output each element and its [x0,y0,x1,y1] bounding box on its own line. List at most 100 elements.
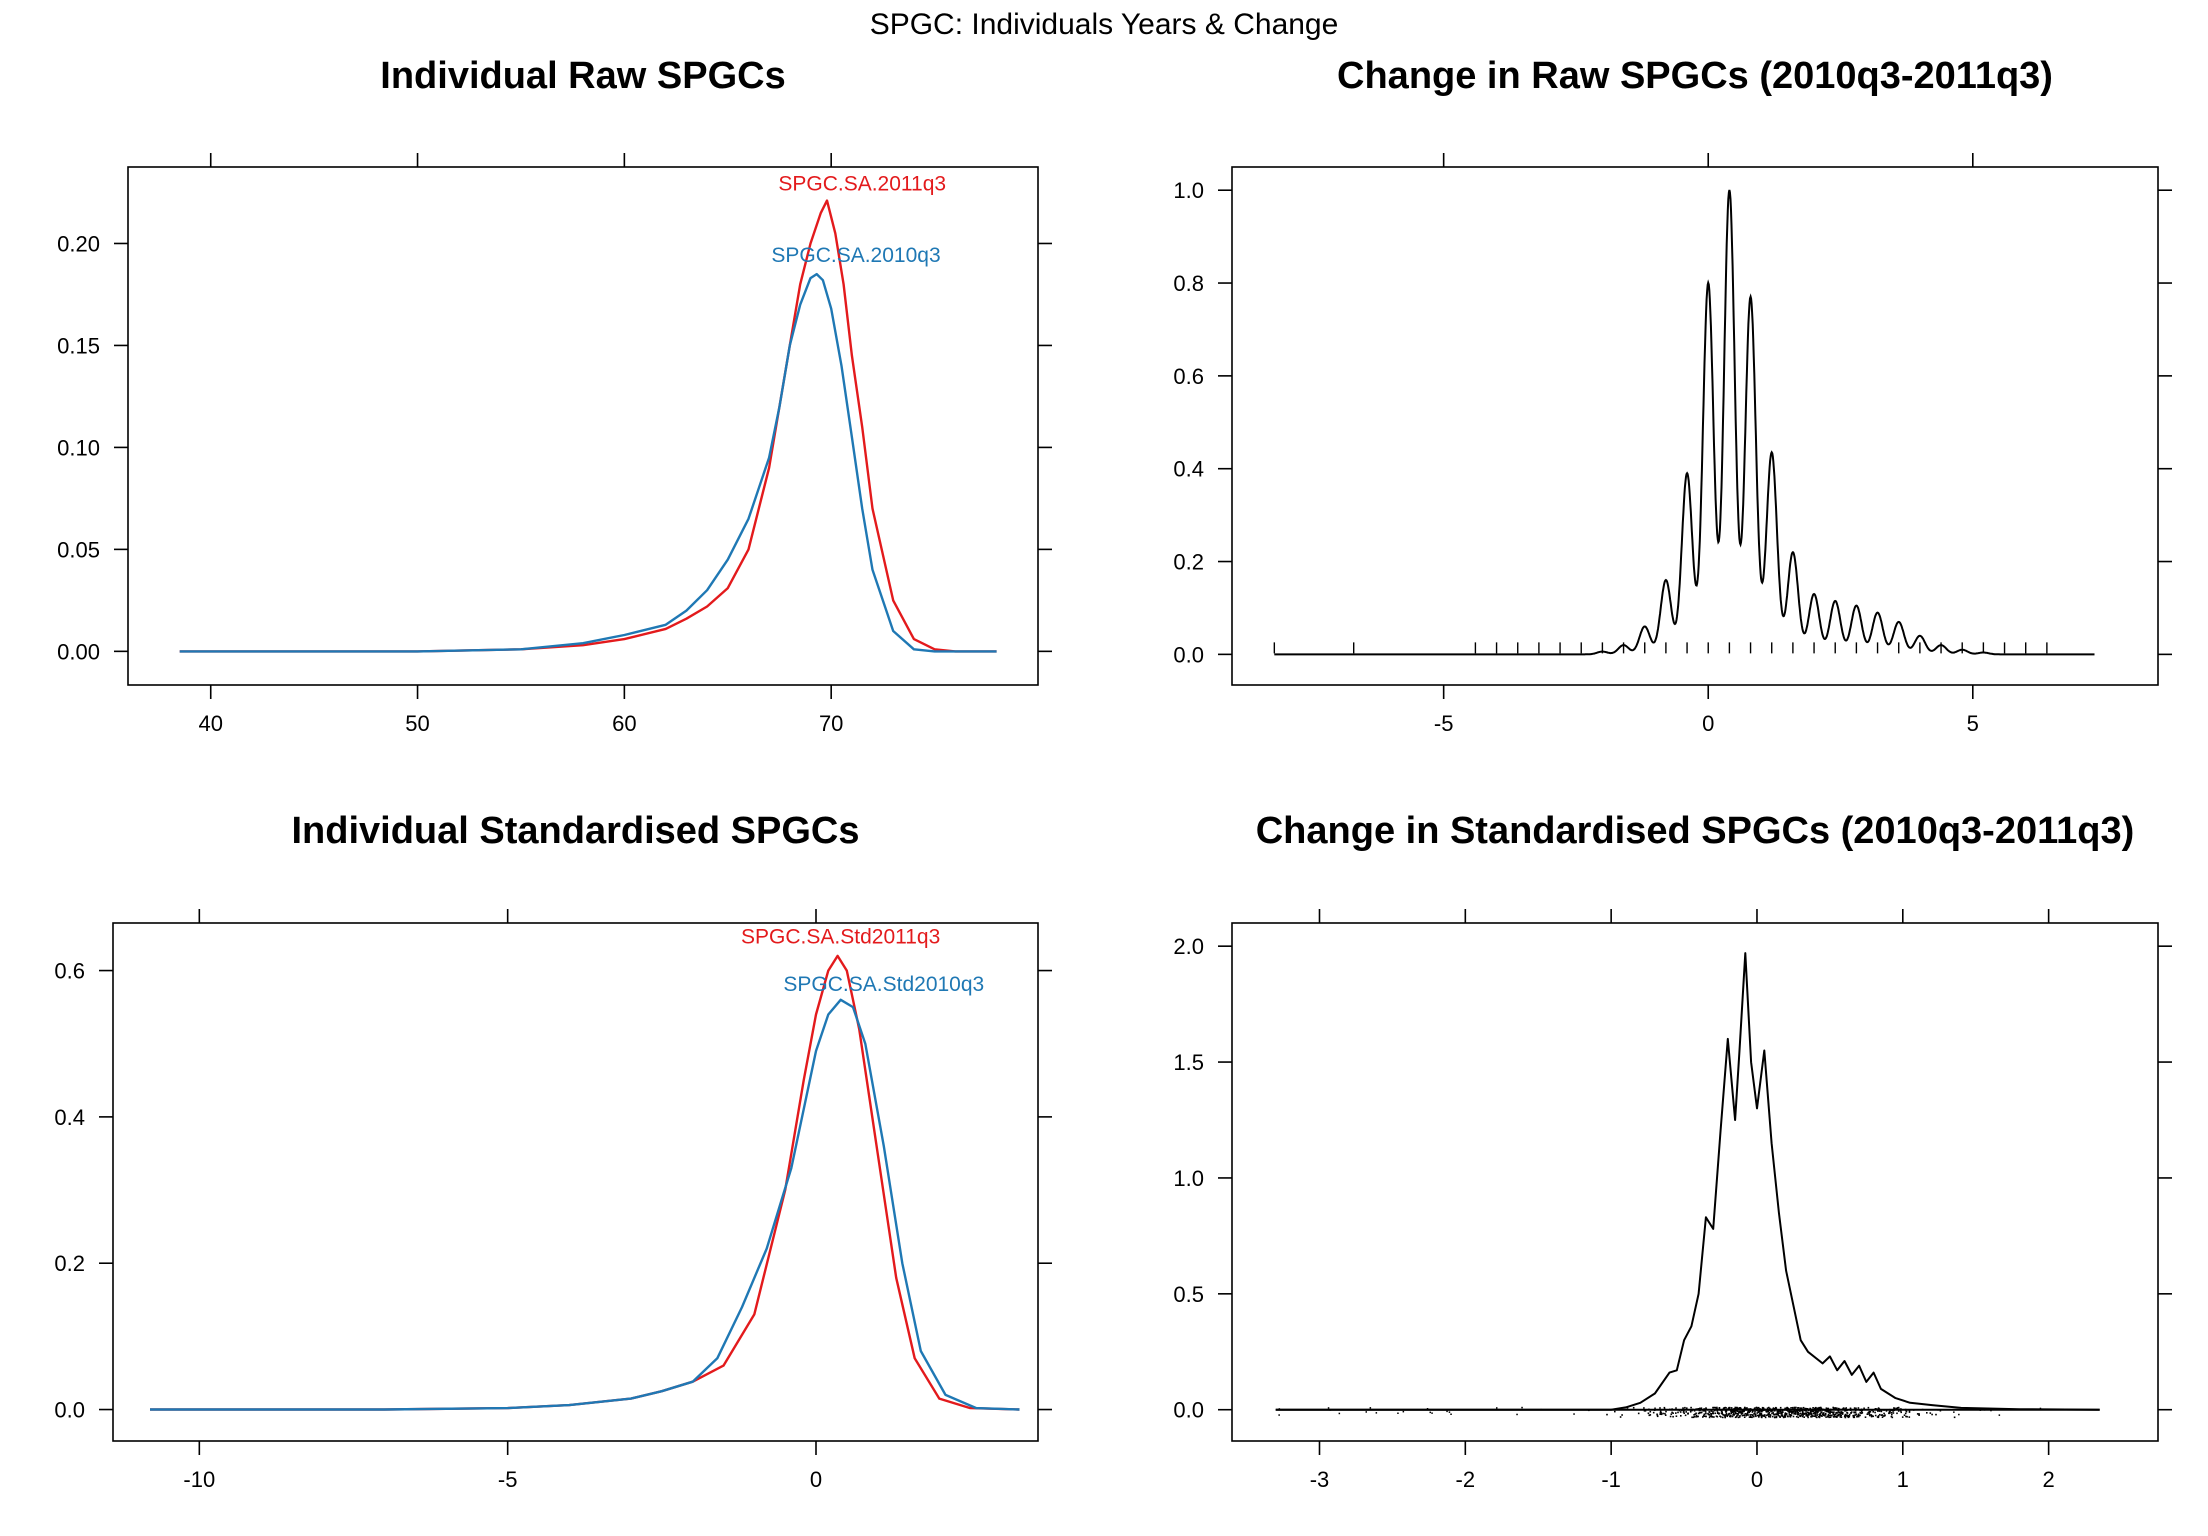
rug-point [1777,1410,1780,1413]
rug-point [1724,1410,1727,1412]
rug-point [1792,1411,1795,1413]
rug-point [1900,1408,1902,1410]
x-tick-label: 60 [612,711,636,736]
rug-point [1784,1416,1787,1418]
rug-point [1619,1408,1622,1410]
rug-point [1899,1409,1902,1412]
rug-point [1743,1409,1745,1411]
x-tick-label: 0 [1751,1467,1763,1492]
rug-point [1882,1415,1885,1417]
rug-point [1860,1408,1863,1411]
rug-point [1803,1416,1805,1418]
rug-point [1843,1415,1846,1418]
rug-point [1762,1414,1764,1417]
series-label: SPGC.SA.2011q3 [778,172,946,195]
rug-point [1626,1407,1629,1409]
rug-point [1734,1411,1737,1414]
rug-point [1720,1412,1723,1415]
rug-point [1755,1409,1758,1411]
rug-point [1757,1411,1760,1414]
rug-point [1736,1409,1738,1412]
rug-point [1896,1412,1898,1415]
rug-point [1735,1416,1738,1418]
rug-point [1935,1413,1937,1416]
rug-point [1742,1414,1745,1417]
rug-point [1847,1415,1849,1418]
rug-point [1829,1408,1832,1411]
panel-title: Individual Standardised SPGCs [291,810,859,852]
rug-point [1779,1410,1782,1412]
rug-point [1828,1410,1830,1412]
rug-point [1939,1409,1942,1412]
rug-point [1397,1412,1399,1414]
rug-point [1852,1415,1854,1417]
rug-point [1808,1414,1810,1416]
rug-point [1795,1406,1797,1409]
rug-point [1738,1410,1741,1413]
y-tick-label: 0.6 [54,959,85,984]
rug-point [1765,1411,1768,1413]
rug-point [1787,1415,1789,1418]
rug-point [1710,1410,1713,1412]
rug-point [1720,1410,1723,1413]
rug-point [1694,1413,1696,1415]
rug-point [1819,1412,1822,1414]
rug-point [1881,1416,1884,1418]
series-label: SPGC.SA.Std2010q3 [783,973,984,996]
rug-point [1864,1416,1867,1418]
rug-point [1699,1409,1701,1411]
rug-point [1828,1414,1831,1417]
rug-point [1712,1411,1714,1413]
rug-point [1369,1407,1372,1409]
rug-point [1450,1413,1452,1415]
rug-point [1675,1412,1677,1414]
rug-point [1741,1414,1744,1417]
rug-point [1448,1411,1451,1413]
y-tick-label: 0.20 [57,231,100,256]
rug-point [1796,1410,1798,1413]
rug-point [1855,1407,1857,1410]
rug-point [1727,1413,1730,1415]
y-tick-label: 0.00 [57,639,100,664]
rug-point [1819,1414,1821,1417]
rug-point [1781,1409,1784,1412]
rug-point [1835,1408,1837,1411]
rug-point [1877,1410,1879,1412]
rug-point [1766,1408,1769,1411]
rug-point [1730,1414,1732,1417]
rug-point [1715,1407,1717,1410]
rug-point [1776,1412,1779,1414]
rug-point [1791,1412,1793,1415]
rug-point [1926,1412,1928,1414]
rug-point [1659,1410,1662,1413]
rug-point [1764,1416,1767,1419]
rug-point [1733,1410,1736,1412]
rug-point [1787,1410,1789,1413]
rug-point [1708,1413,1710,1416]
rug-point [1429,1411,1431,1414]
rug-point [1736,1412,1739,1415]
panel-2: Change in Raw SPGCs (2010q3-2011q3) -5 0 5 0… [1173,55,2172,736]
rug-point [1664,1414,1667,1416]
rug-point [1896,1407,1899,1409]
rug-point [1859,1414,1861,1417]
rug-point [1747,1411,1749,1413]
rug-point [1807,1409,1810,1411]
rug-point [1877,1415,1880,1417]
rug-point [1682,1408,1685,1411]
rug-point [1789,1414,1792,1416]
rug-point [1721,1409,1724,1411]
rug-point [1711,1415,1713,1418]
rug-point [1695,1414,1698,1417]
rug-point [1815,1411,1817,1414]
rug-point [1699,1407,1701,1410]
rug-point [1816,1411,1819,1413]
rug-point [1880,1410,1883,1413]
rug-point [1749,1408,1751,1411]
y-tick-label: 0.2 [1173,550,1204,575]
rug-point [1854,1409,1857,1412]
rug-point [1713,1409,1716,1412]
rug-point [1892,1409,1895,1412]
rug-point [1839,1416,1842,1418]
